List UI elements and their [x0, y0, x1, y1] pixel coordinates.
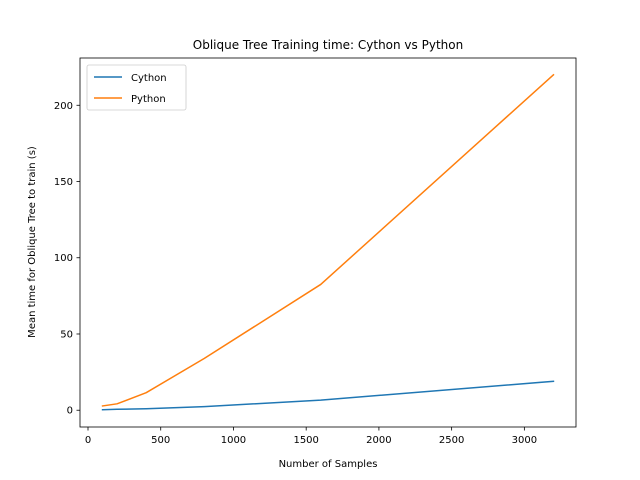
y-tick-label: 50: [60, 329, 73, 340]
legend-label-cython: Cython: [131, 73, 167, 84]
plot-area: 0 500 1000 1500 2000 2500 3000 0 50 100 150 200: [54, 57, 577, 446]
x-tick-label: 3000: [512, 435, 537, 446]
legend: Cython Python: [86, 64, 187, 111]
y-tick-label: 0: [67, 406, 73, 417]
x-tick-label: 1500: [293, 435, 318, 446]
y-tick-label: 200: [54, 101, 73, 112]
y-tick-label: 100: [54, 253, 73, 264]
axes-frame: [79, 57, 577, 428]
y-tick-label: 150: [54, 177, 73, 188]
x-axis-label: Number of Samples: [279, 459, 378, 470]
y-axis-label: Mean time for Oblique Tree to train (s): [27, 146, 38, 338]
x-tick-label: 2000: [366, 435, 391, 446]
x-tick-label: 2500: [439, 435, 464, 446]
x-tick-label: 1000: [221, 435, 246, 446]
legend-label-python: Python: [131, 94, 166, 105]
x-tick-label: 500: [151, 435, 170, 446]
series-line-cython: [101, 380, 555, 411]
series-line-python: [101, 73, 555, 407]
x-tick-label: 0: [85, 435, 91, 446]
chart-title: Oblique Tree Training time: Cython vs Py…: [193, 38, 463, 52]
